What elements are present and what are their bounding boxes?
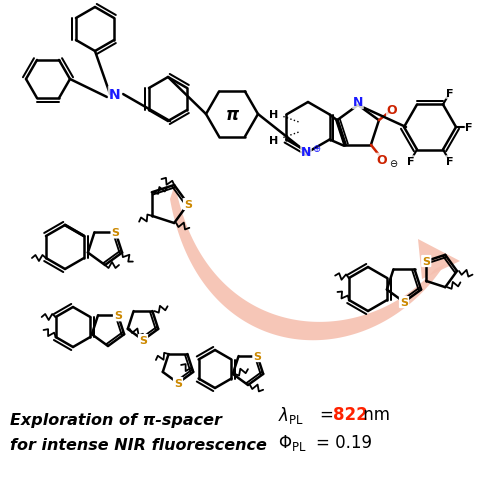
Text: S: S — [139, 335, 147, 346]
Polygon shape — [170, 184, 445, 341]
Text: F: F — [446, 157, 453, 166]
Text: S: S — [254, 351, 262, 361]
Text: $\lambda_{\rm PL}$: $\lambda_{\rm PL}$ — [278, 404, 304, 425]
Text: Exploration of π-spacer: Exploration of π-spacer — [10, 412, 222, 427]
Text: N: N — [301, 146, 311, 159]
Text: for intense NIR fluorescence: for intense NIR fluorescence — [10, 437, 267, 451]
Text: O: O — [376, 154, 387, 167]
Text: N: N — [353, 96, 363, 109]
Text: ⊕: ⊕ — [312, 143, 320, 154]
Text: O: O — [386, 103, 397, 117]
Text: π: π — [226, 106, 238, 124]
Text: =: = — [320, 405, 339, 423]
Text: H: H — [269, 110, 278, 120]
Text: N: N — [109, 88, 121, 102]
Text: 822: 822 — [333, 405, 368, 423]
Text: F: F — [407, 157, 414, 166]
Text: S: S — [174, 378, 182, 388]
Text: S: S — [184, 200, 192, 209]
Text: H: H — [269, 135, 278, 145]
Text: = 0.19: = 0.19 — [316, 433, 372, 451]
Text: ⊖: ⊖ — [389, 159, 397, 168]
Text: F: F — [465, 123, 473, 133]
Text: S: S — [112, 228, 120, 238]
Text: nm: nm — [358, 405, 390, 423]
Text: $\Phi_{\rm PL}$: $\Phi_{\rm PL}$ — [278, 432, 306, 452]
Polygon shape — [418, 240, 460, 280]
Text: S: S — [114, 310, 122, 321]
Text: S: S — [422, 257, 430, 266]
Text: F: F — [446, 89, 453, 99]
Text: S: S — [400, 297, 408, 307]
